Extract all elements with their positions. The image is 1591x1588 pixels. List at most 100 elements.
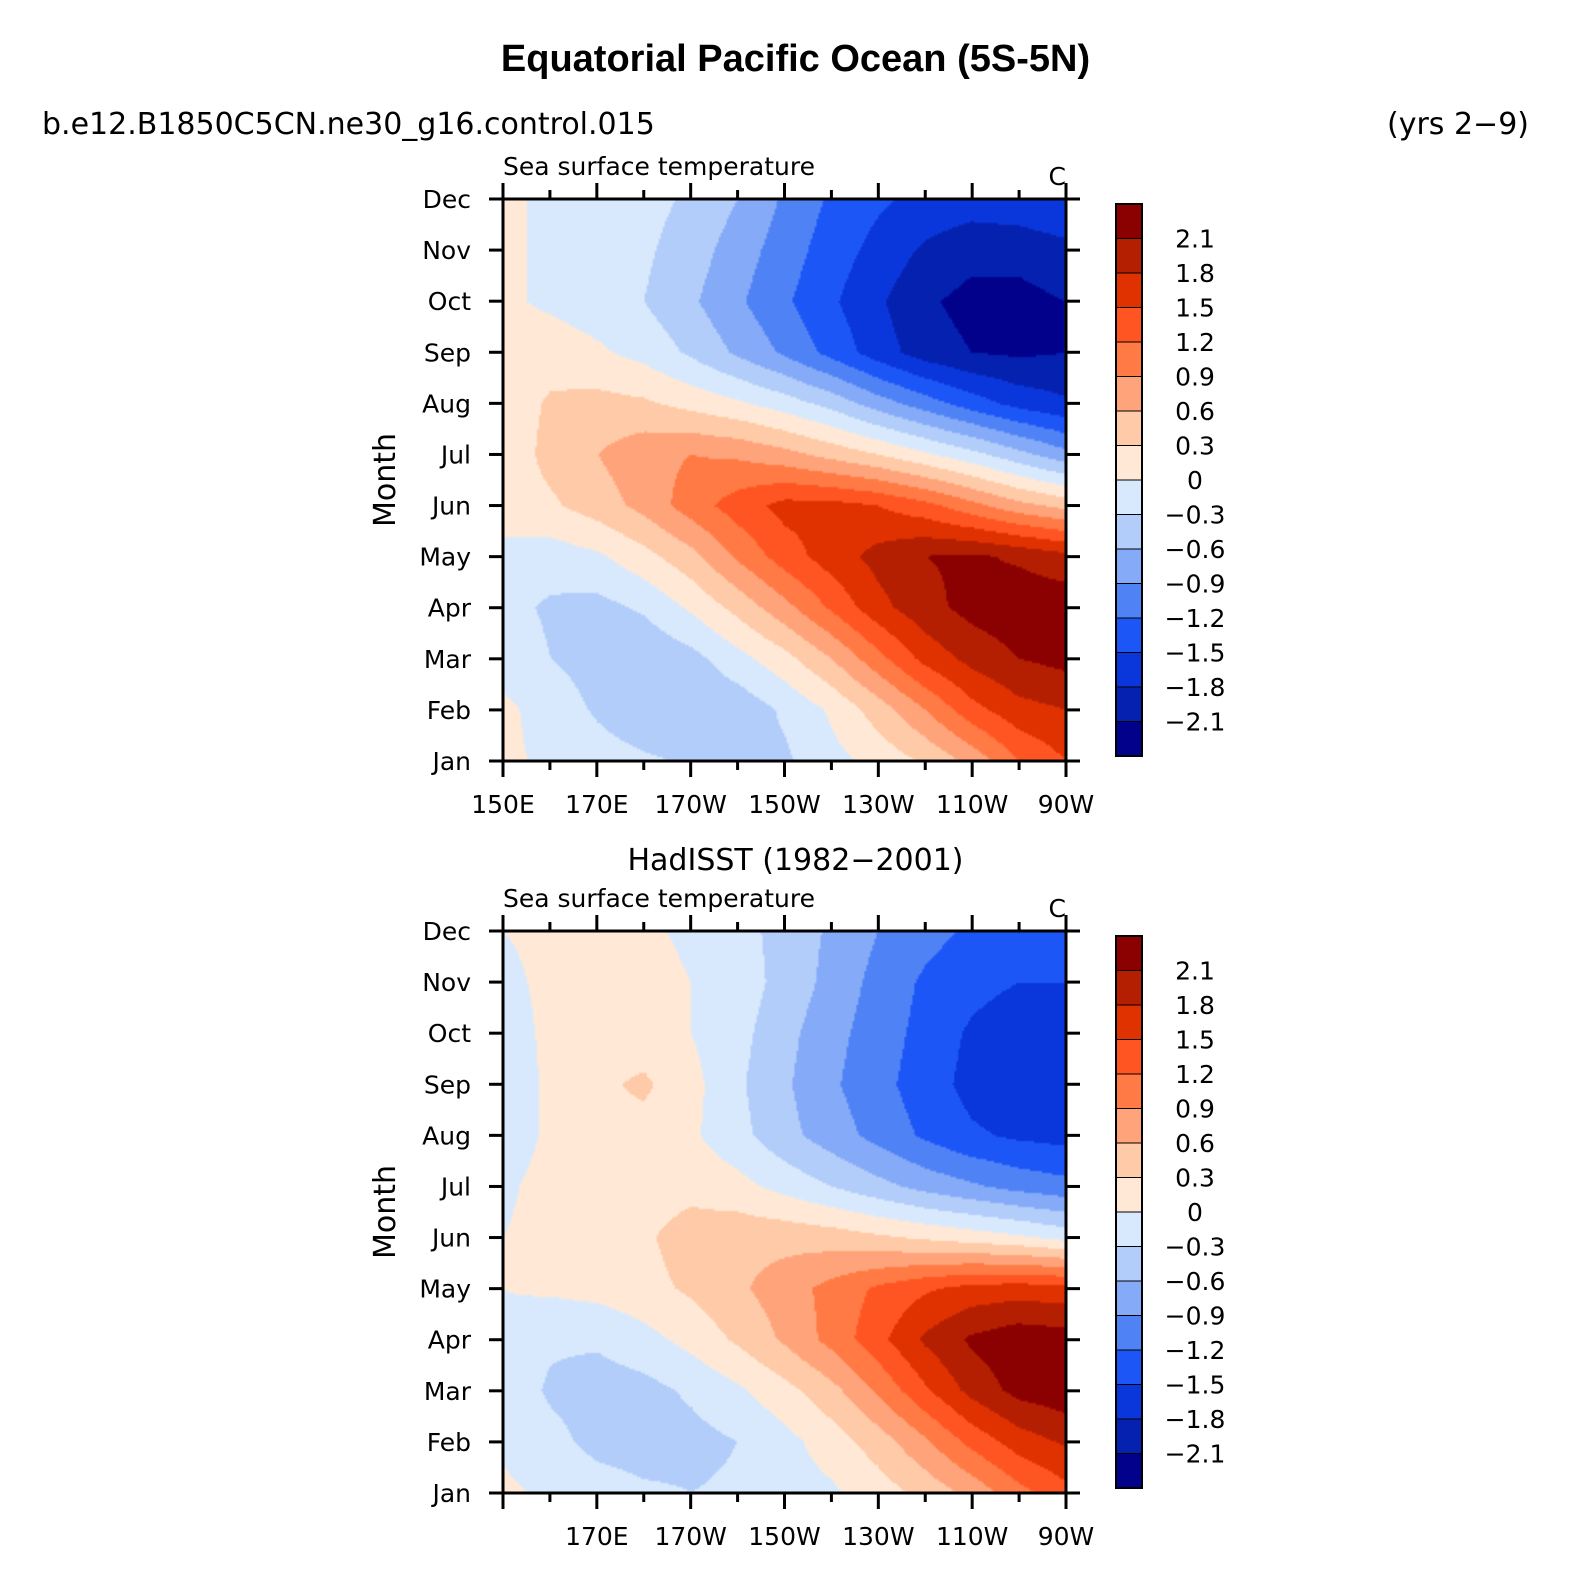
x-tick-label: 170E bbox=[565, 790, 629, 819]
colorbar-swatch bbox=[1115, 307, 1143, 343]
panel-title: Sea surface temperature bbox=[503, 152, 815, 181]
colorbar-swatch bbox=[1115, 1004, 1143, 1040]
colorbar-label: −0.3 bbox=[1165, 1233, 1226, 1262]
colorbar-swatch bbox=[1115, 1039, 1143, 1075]
colorbar-swatch bbox=[1115, 1211, 1143, 1247]
y-tick-label: Feb bbox=[427, 1428, 471, 1457]
y-tick-label: Jun bbox=[430, 492, 471, 521]
colorbar-label: 0.3 bbox=[1175, 1164, 1215, 1193]
colorbar-swatch bbox=[1115, 272, 1143, 308]
y-tick-label: Oct bbox=[428, 1019, 471, 1048]
colorbar-frame bbox=[1115, 935, 1143, 1489]
y-tick-label: Aug bbox=[422, 389, 471, 418]
colorbar-label: 1.5 bbox=[1175, 294, 1215, 323]
colorbar-swatch bbox=[1115, 686, 1143, 722]
colorbar-swatch bbox=[1115, 238, 1143, 274]
colorbar-swatch bbox=[1115, 1453, 1143, 1489]
colorbar-label: 1.5 bbox=[1175, 1026, 1215, 1055]
x-tick-label: 90W bbox=[1038, 1522, 1095, 1551]
colorbar-swatch bbox=[1115, 1384, 1143, 1420]
figure-title: Equatorial Pacific Ocean (5S-5N) bbox=[500, 38, 1091, 80]
colorbar-label: 0.9 bbox=[1175, 1095, 1215, 1124]
x-tick-label: 170W bbox=[654, 790, 726, 819]
colorbar-label: 0 bbox=[1187, 466, 1203, 495]
colorbar-label: 0.3 bbox=[1175, 432, 1215, 461]
colorbar-swatch bbox=[1115, 203, 1143, 239]
colorbar-swatch bbox=[1115, 935, 1143, 971]
y-tick-label: Nov bbox=[422, 236, 471, 265]
y-tick-label: Apr bbox=[428, 594, 472, 623]
model-panel: Sea surface temperature C Month Jan Feb Mar Ap… bbox=[368, 152, 1225, 819]
colorbar-label: 0 bbox=[1187, 1198, 1203, 1227]
colorbar-swatch bbox=[1115, 970, 1143, 1006]
x-tick-label: 90W bbox=[1038, 790, 1095, 819]
colorbar-swatch bbox=[1115, 617, 1143, 653]
colorbar-swatch bbox=[1115, 1315, 1143, 1351]
colorbar-label: 0.9 bbox=[1175, 363, 1215, 392]
colorbar-swatch bbox=[1115, 341, 1143, 377]
colorbar-label: 1.2 bbox=[1175, 328, 1215, 357]
y-tick-label: Oct bbox=[428, 287, 471, 316]
y-tick-label: Sep bbox=[424, 1070, 471, 1099]
y-tick-label: May bbox=[419, 543, 471, 572]
colorbar-swatch bbox=[1115, 514, 1143, 550]
colorbar-label: −1.2 bbox=[1165, 604, 1226, 633]
x-tick-label: 110W bbox=[936, 790, 1008, 819]
colorbar-swatch bbox=[1115, 376, 1143, 412]
x-tick-label: 130W bbox=[842, 790, 914, 819]
colorbar-swatch bbox=[1115, 1073, 1143, 1109]
colorbar-swatch bbox=[1115, 1177, 1143, 1213]
contour-field bbox=[503, 931, 1066, 1493]
colorbar-label: −1.8 bbox=[1165, 673, 1226, 702]
colorbar-label: 1.8 bbox=[1175, 259, 1215, 288]
colorbar-label: −0.6 bbox=[1165, 1267, 1226, 1296]
colorbar-label: −0.3 bbox=[1165, 501, 1226, 530]
colorbar-swatch bbox=[1115, 583, 1143, 619]
units-label: C bbox=[1049, 162, 1066, 191]
y-tick-label: Feb bbox=[427, 696, 471, 725]
colorbar-label: −2.1 bbox=[1165, 708, 1226, 737]
x-tick-label: 150W bbox=[748, 790, 820, 819]
x-tick-label: 150W bbox=[748, 1522, 820, 1551]
colorbar-label: −0.9 bbox=[1165, 570, 1226, 599]
y-tick-label: Jan bbox=[430, 747, 471, 776]
colorbar-swatch bbox=[1115, 479, 1143, 515]
colorbar-label: 1.8 bbox=[1175, 991, 1215, 1020]
colorbar-swatch bbox=[1115, 410, 1143, 446]
units-label: C bbox=[1049, 894, 1066, 923]
x-tick-label: 150E bbox=[471, 790, 535, 819]
y-tick-label: Jul bbox=[439, 440, 471, 469]
y-axis-label: Month bbox=[368, 433, 403, 527]
y-axis-label: Month bbox=[368, 1165, 403, 1259]
y-tick-label: Dec bbox=[423, 917, 471, 946]
colorbar-label: −1.2 bbox=[1165, 1336, 1226, 1365]
colorbar-label: −0.6 bbox=[1165, 535, 1226, 564]
x-tick-label: 110W bbox=[936, 1522, 1008, 1551]
x-tick-label: 170W bbox=[654, 1522, 726, 1551]
colorbar-label: −1.5 bbox=[1165, 639, 1226, 668]
colorbar-label: 1.2 bbox=[1175, 1060, 1215, 1089]
colorbar-label: 0.6 bbox=[1175, 397, 1215, 426]
y-tick-label: Jul bbox=[439, 1172, 471, 1201]
panel-title: Sea surface temperature bbox=[503, 884, 815, 913]
case-name: b.e12.B1850C5CN.ne30_g16.control.015 bbox=[42, 107, 655, 142]
years-label: (yrs 2−9) bbox=[1387, 107, 1529, 142]
colorbar-label: 2.1 bbox=[1175, 225, 1215, 254]
y-tick-label: Jan bbox=[430, 1479, 471, 1508]
y-tick-label: Aug bbox=[422, 1121, 471, 1150]
colorbar-label: 0.6 bbox=[1175, 1129, 1215, 1158]
colorbar-label: −1.5 bbox=[1165, 1371, 1226, 1400]
colorbar-label: −2.1 bbox=[1165, 1440, 1226, 1469]
y-tick-label: May bbox=[419, 1275, 471, 1304]
colorbar-swatch bbox=[1115, 1280, 1143, 1316]
y-tick-label: Nov bbox=[422, 968, 471, 997]
contour-field bbox=[503, 199, 1066, 761]
colorbar-swatch bbox=[1115, 548, 1143, 584]
colorbar-label: −0.9 bbox=[1165, 1302, 1226, 1331]
colorbar-swatch bbox=[1115, 445, 1143, 481]
colorbar-frame bbox=[1115, 203, 1143, 757]
colorbar-swatch bbox=[1115, 652, 1143, 688]
colorbar-swatch bbox=[1115, 1349, 1143, 1385]
y-tick-label: Sep bbox=[424, 338, 471, 367]
